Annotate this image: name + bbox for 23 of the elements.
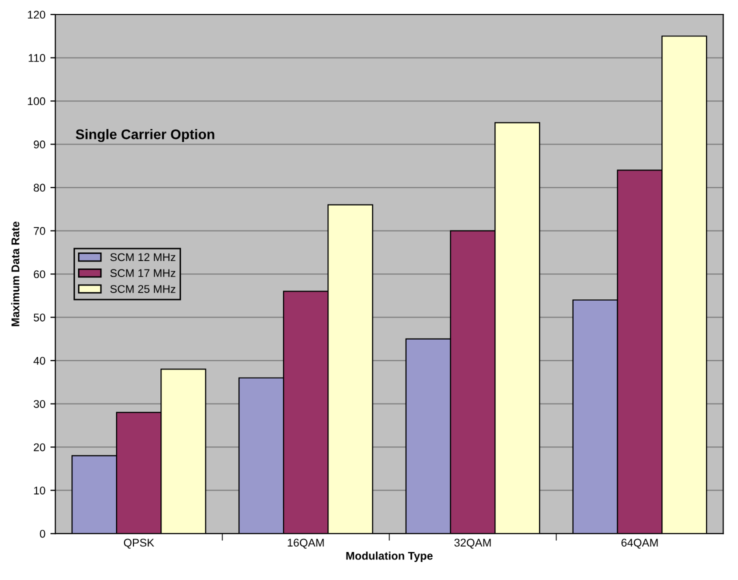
y-tick-label: 70 — [34, 227, 46, 235]
annotation: Single Carrier Option — [76, 129, 214, 142]
y-tick-label: 90 — [34, 140, 46, 148]
y-tick-label: 120 — [28, 10, 46, 19]
y-tick-label: 40 — [34, 356, 46, 365]
y-axis-title: Maximum Data Rate — [11, 222, 20, 326]
y-tick-label: 50 — [34, 314, 46, 322]
legend-label: SCM 25 MHz — [110, 285, 176, 293]
y-tick-label: 60 — [34, 270, 46, 278]
y-tick-label: 30 — [34, 400, 46, 408]
y-tick-label: 20 — [34, 443, 46, 452]
x-axis-title: Modulation Type — [346, 552, 433, 562]
y-tick-label: 10 — [34, 486, 46, 494]
legend-label: SCM 12 MHz — [110, 253, 176, 262]
x-tick-label: 32QAM — [454, 538, 491, 549]
x-tick-label: 16QAM — [288, 538, 324, 549]
x-tick-label: 64QAM — [621, 538, 658, 549]
x-tick-label: QPSK — [124, 538, 154, 549]
y-tick-label: 0 — [40, 530, 46, 538]
y-tick-label: 80 — [34, 184, 46, 192]
y-tick-label: 100 — [28, 97, 46, 106]
legend-label: SCM 17 MHz — [110, 269, 176, 278]
y-tick-label: 110 — [28, 54, 46, 62]
